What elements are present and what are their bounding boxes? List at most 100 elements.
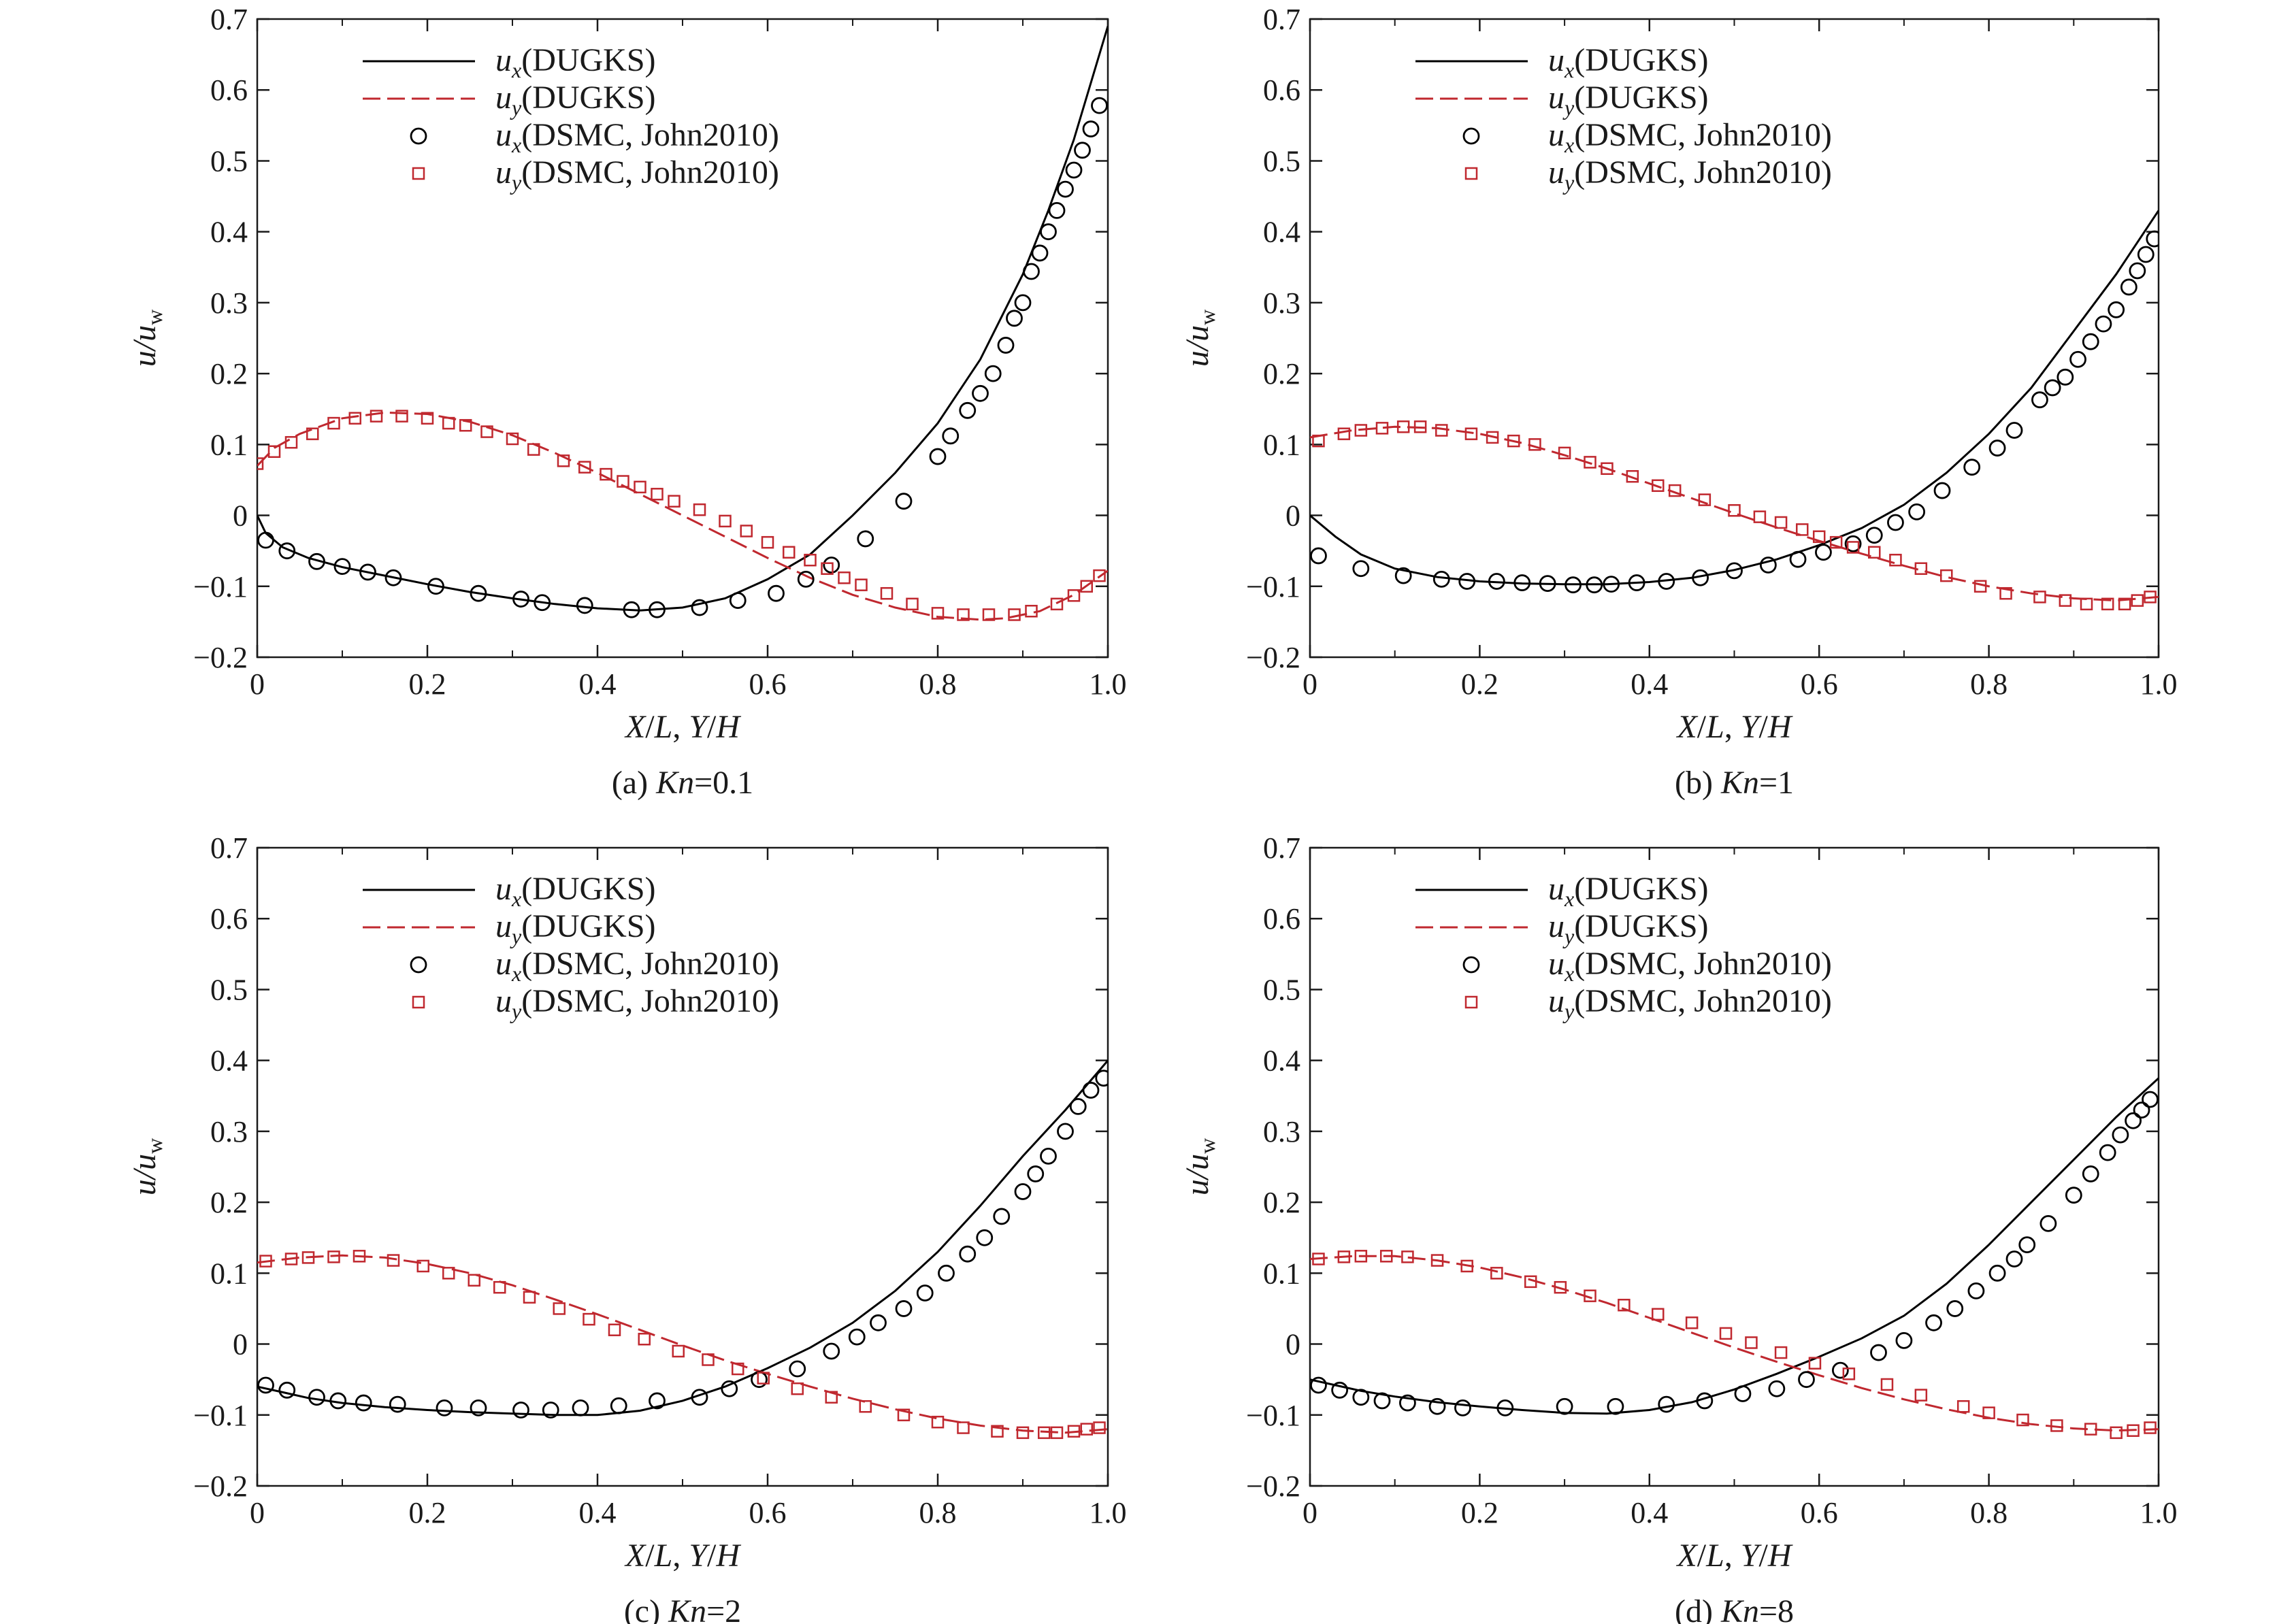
data-point-circle [789, 1360, 806, 1378]
plot-frame [256, 846, 1109, 1487]
legend-swatch-square [412, 995, 425, 1009]
y-tick-label: 0.2 [1263, 357, 1300, 391]
x-tick-label: 0.8 [919, 667, 957, 701]
data-point-square [267, 445, 281, 459]
y-tick-label: 0.3 [210, 286, 248, 320]
data-point-square [2101, 597, 2114, 611]
data-point-circle [2005, 422, 2023, 439]
data-point-circle [976, 1229, 994, 1246]
legend-label: uy(DUGKS) [495, 80, 656, 120]
data-point-circle [1586, 576, 1603, 594]
data-point-circle [355, 1394, 372, 1412]
x-tick-label: 0.2 [1461, 1496, 1498, 1529]
data-point-circle [576, 597, 593, 614]
series-markers-uy-dsmc [1312, 420, 2157, 611]
x-tick-label: 0.4 [1631, 1496, 1668, 1529]
data-point-circle [1399, 1394, 1416, 1412]
data-point-circle [857, 530, 874, 548]
y-tick-label: 0.6 [210, 73, 248, 107]
data-point-square [1973, 580, 1987, 593]
x-tick-label: 0.8 [919, 1496, 957, 1529]
data-point-square [906, 597, 919, 611]
legend-label: ux(DUGKS) [1548, 42, 1709, 82]
y-tick-label: 0.2 [210, 357, 248, 391]
plot-area [257, 1059, 1108, 1440]
data-point-square [1008, 608, 1021, 621]
data-point-circle [384, 569, 402, 586]
data-point-circle [823, 1342, 840, 1360]
data-point-square [583, 1312, 595, 1326]
data-point-circle [308, 552, 325, 570]
data-point-square [1401, 1250, 1414, 1263]
data-point-circle [1091, 97, 1108, 114]
data-point-square [1093, 1421, 1106, 1434]
data-point-circle [1432, 570, 1450, 588]
x-tick-label: 0.4 [579, 1496, 617, 1529]
legend-label: ux(DSMC, John2010) [495, 117, 779, 157]
data-point-circle [1074, 142, 1091, 159]
data-point-circle [389, 1395, 406, 1413]
series-markers-ux-dsmc [257, 1070, 1108, 1419]
data-point-circle [848, 1328, 866, 1346]
data-point-circle [1048, 201, 1066, 219]
y-tick-label: 0.4 [210, 216, 248, 249]
data-point-square [957, 1421, 970, 1434]
data-point-square [1460, 1259, 1473, 1273]
data-point-circle [2057, 368, 2074, 386]
data-point-square [2084, 1423, 2097, 1436]
data-point-circle [1082, 120, 1100, 137]
data-point-circle [895, 1300, 913, 1317]
data-point-circle [1057, 180, 1074, 198]
data-point-circle [359, 563, 376, 581]
data-point-circle [1556, 1397, 1573, 1415]
data-point-square [327, 416, 340, 430]
legend-label: ux(DSMC, John2010) [495, 946, 779, 986]
x-tick-label: 0.6 [1801, 1496, 1838, 1529]
plot-area [257, 25, 1108, 621]
legend-label: ux(DSMC, John2010) [1548, 946, 1832, 986]
data-point-square [1016, 1426, 1030, 1440]
data-point-circle [278, 542, 296, 560]
y-tick-label: 0.4 [1263, 1044, 1300, 1078]
data-point-circle [984, 365, 1002, 382]
data-point-square [2080, 597, 2093, 611]
legend-label: uy(DSMC, John2010) [495, 983, 779, 1023]
data-point-square [301, 1251, 315, 1264]
data-point-circle [2082, 333, 2099, 350]
data-point-circle [938, 1264, 955, 1282]
data-point-square [2144, 591, 2157, 603]
data-point-square [1379, 1250, 1393, 1263]
y-tick-label: 0.7 [210, 831, 248, 865]
data-point-circle [1331, 1381, 1349, 1399]
data-point-square [2118, 597, 2131, 611]
legend-label: uy(DUGKS) [1548, 80, 1709, 120]
data-point-square [1982, 1406, 1995, 1419]
data-point-square [855, 578, 868, 591]
data-point-circle [2146, 230, 2159, 248]
data-point-square [1354, 1250, 1368, 1263]
data-point-square [1914, 562, 1928, 575]
data-point-circle [2095, 315, 2112, 333]
y-tick-label: 0 [233, 499, 248, 533]
data-point-circle [1565, 576, 1582, 594]
data-point-square [1354, 424, 1368, 437]
legend-label: uy(DSMC, John2010) [495, 154, 779, 195]
series-markers-uy-dsmc [1312, 1250, 2157, 1440]
data-point-square [791, 1382, 804, 1395]
data-point-circle [1658, 573, 1675, 590]
data-point-circle [1014, 1183, 1032, 1200]
data-point-circle [1933, 482, 1951, 499]
data-point-circle [2065, 1187, 2082, 1204]
data-point-circle [470, 584, 487, 602]
data-point-square [327, 1250, 340, 1263]
data-point-circle [1458, 573, 1476, 590]
x-tick-label: 0.6 [749, 1496, 787, 1529]
y-tick-label: 0.4 [210, 1044, 248, 1078]
legend: ux(DUGKS)uy(DUGKS)ux(DSMC, John2010)uy(D… [363, 871, 779, 1023]
data-point-circle [2005, 1250, 2023, 1267]
data-point-square [442, 416, 455, 430]
data-point-circle [512, 1402, 529, 1419]
y-tick-label: 0.2 [210, 1186, 248, 1219]
data-point-square [1524, 1275, 1537, 1289]
